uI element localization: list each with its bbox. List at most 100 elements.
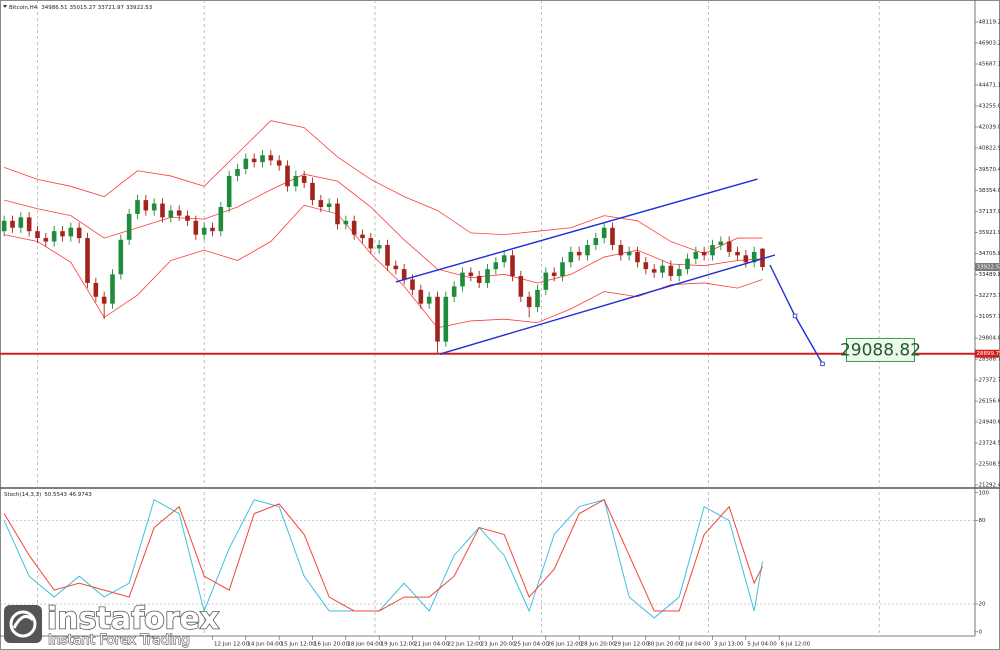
y-tick-label: 28588.75 [979, 357, 1000, 363]
candle-body [276, 160, 282, 166]
target-box [846, 337, 915, 362]
candle-body [726, 241, 732, 252]
indicator-y-tick-label: 80 [979, 518, 986, 524]
candle-body [351, 220, 357, 235]
candle-body [418, 289, 424, 304]
logo-tagline: Instant Forex Trading [48, 632, 190, 648]
candle-body [676, 269, 682, 277]
candle-body [743, 255, 749, 263]
x-tick-label: 15 Jun 12:00 [281, 642, 316, 648]
main-layer: 29088.82 33922.53 28899.77 [0, 120, 1000, 619]
candle-body [51, 231, 57, 242]
trend-line [395, 178, 758, 283]
candle-body [651, 269, 657, 273]
candle-body [718, 241, 724, 245]
logo: instaforex Instant Forex Trading [4, 601, 220, 649]
candle-body [118, 239, 124, 275]
y-tick-label: 42039.00 [979, 124, 1000, 130]
indicator-y-tick-label: 0 [979, 629, 983, 635]
target-label: 29088.82 [840, 340, 921, 360]
projection-point [792, 313, 798, 319]
stoch-signal-line [3, 499, 763, 612]
candle-body [643, 262, 649, 270]
candle-body [435, 296, 440, 342]
x-tick-label: 23 Jun 20:00 [481, 642, 516, 648]
candle-body [85, 238, 90, 283]
candle-body [693, 251, 699, 259]
logo-name: instaforex [47, 602, 219, 637]
candle-body [701, 251, 707, 256]
candle-body [535, 289, 540, 308]
y-tick-label: 21292.45 [979, 482, 1000, 488]
y-tick-label: 29804.80 [979, 336, 1000, 342]
candle-body [185, 215, 190, 221]
candle-body [543, 272, 549, 290]
candle-body [226, 175, 232, 208]
header-arrow [3, 5, 7, 8]
y-tick-label: 44471.10 [979, 82, 1000, 88]
candle-body [260, 155, 265, 163]
candle-body [735, 251, 740, 256]
candle-body [401, 269, 407, 280]
candle-body [135, 200, 140, 214]
candle-body [601, 227, 607, 239]
candle-body [376, 244, 382, 249]
candle-body [10, 220, 15, 228]
candle-body [568, 251, 574, 263]
y-tick-label: 27372.70 [979, 378, 1000, 384]
candle-body [493, 262, 499, 270]
projection-point [820, 361, 825, 367]
candle-body [18, 217, 24, 228]
candle-body [93, 282, 99, 297]
candle-body [301, 175, 307, 183]
candle-body [218, 207, 224, 232]
x-tick-label: 25 Jun 04:00 [514, 642, 549, 648]
candle-body [393, 265, 399, 270]
candle-body [660, 265, 665, 273]
stoch-main-line [3, 498, 763, 619]
candle-body [410, 279, 415, 290]
candle-body [43, 238, 49, 242]
candle-body [335, 203, 340, 225]
last-price-tag: 33922.53 [977, 265, 1000, 271]
candle-body [443, 296, 449, 342]
y-tick-label: 23724.55 [979, 441, 1000, 447]
candle-body [168, 210, 174, 218]
x-tick-label: 19 Jun 12:00 [381, 642, 416, 648]
x-tick-label: 30 Jun 20:00 [647, 642, 682, 648]
candle-body [285, 165, 290, 187]
y-tick-label: 24940.60 [979, 420, 1000, 426]
candle-body [751, 251, 757, 263]
y-tick-label: 48119.23 [979, 20, 1000, 26]
candle-body [1, 220, 7, 232]
y-tick-label: 35921.90 [979, 230, 1000, 236]
indicator-y-tick-label: 100 [979, 490, 990, 496]
candle-body [685, 258, 690, 270]
chart-header: Bitcoin,H4 34986.51 35015.27 33721.97 33922.… [9, 5, 153, 11]
x-tick-label: 16 Jun 20:00 [314, 642, 349, 648]
candle-body [510, 255, 515, 277]
y-tick-label: 34705.85 [979, 251, 1000, 257]
symbol: Bitcoin,H4 [9, 5, 38, 11]
y-tick-label: 32273.75 [979, 293, 1000, 299]
candle-body [251, 158, 257, 163]
candle-body [310, 182, 315, 201]
y-tick-label: 40822.95 [979, 145, 1000, 151]
candle-body [626, 251, 632, 256]
x-tick-label: 29 Jun 12:00 [614, 642, 649, 648]
candle-body [35, 231, 40, 239]
candle-body [360, 234, 365, 239]
candle-body [576, 251, 582, 256]
candle-body [26, 217, 32, 232]
candle-body [318, 200, 324, 208]
candle-body [293, 175, 299, 187]
indicator-main-value: 50.5543 [44, 492, 67, 498]
candle-body [585, 244, 590, 256]
x-tick-label: 28 Jun 20:00 [581, 642, 616, 648]
candle-body [760, 248, 765, 268]
candle-body [126, 213, 132, 240]
candle-body [710, 244, 715, 256]
